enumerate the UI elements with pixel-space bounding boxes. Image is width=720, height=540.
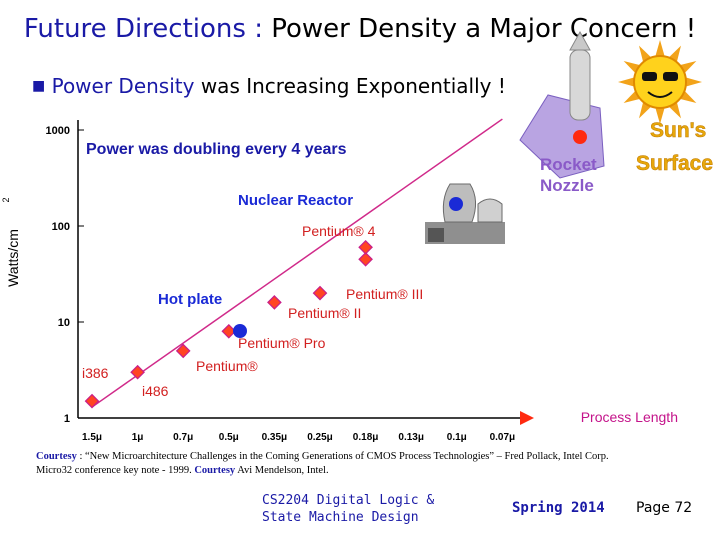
sun-smile-icon xyxy=(647,91,673,98)
x-tick-label: 0.1μ xyxy=(447,432,467,443)
sun-ray-icon xyxy=(685,77,702,87)
bullet-prefix: Power Density xyxy=(51,74,195,98)
x-tick-label: 0.13μ xyxy=(398,432,424,443)
x-tick-label: 0.18μ xyxy=(353,432,379,443)
course-name: CS2204 Digital Logic & State Machine Desi… xyxy=(262,492,434,526)
rocket-icon xyxy=(519,30,605,179)
processor-point xyxy=(312,285,328,301)
course-line-1: CS2204 Digital Logic & xyxy=(262,493,435,508)
x-ticks: 1.5μ 1μ 0.7μ 0.5μ 0.35μ 0.25μ 0.18μ 0.13μ 0.1μ 0.… xyxy=(82,409,678,443)
title-part1: Future Directions xyxy=(23,14,246,44)
sun-ray-icon xyxy=(618,77,635,87)
processor-label: Pentium® 4 xyxy=(302,223,376,239)
processor-point xyxy=(358,251,373,267)
processor-label: Pentium® III xyxy=(346,286,423,302)
processor-label: i486 xyxy=(142,383,169,399)
sunglasses-left-icon xyxy=(642,72,657,81)
sun-ray-icon xyxy=(655,107,665,124)
y-ticks: 1 10 100 1000 Watts/cm 2 xyxy=(1,125,84,425)
processor-point xyxy=(358,239,373,255)
chart-annotation: Power was doubling every 4 years xyxy=(86,141,347,158)
processor-point xyxy=(267,295,282,310)
courtesy-label: Courtesy xyxy=(36,451,77,462)
reactor-base-icon xyxy=(425,222,505,244)
courtesy-text-2: Avi Mendelson, Intel. xyxy=(235,465,329,476)
x-tick-label: 1.5μ xyxy=(82,432,102,443)
processor-label: Pentium® xyxy=(196,358,258,374)
reactor-dome-icon xyxy=(477,198,503,223)
x-axis-label: Process Length xyxy=(581,409,678,425)
sunglasses-right-icon xyxy=(663,72,678,81)
x-axis-arrow-icon xyxy=(520,411,534,425)
processor-point xyxy=(175,343,191,359)
page-number: Page 72 xyxy=(636,500,693,516)
chart-axes xyxy=(77,120,534,425)
bullet-text: was Increasing Exponentially ! xyxy=(194,74,506,98)
reference-point xyxy=(573,130,587,144)
x-tick-label: 0.7μ xyxy=(173,432,193,443)
y-axis-label: Watts/cm xyxy=(5,229,21,287)
processor-point xyxy=(84,393,100,409)
processor-point xyxy=(130,364,145,380)
x-tick-label: 0.35μ xyxy=(262,432,288,443)
x-tick-label: 1μ xyxy=(132,432,144,443)
reference-label: Sun's Surface xyxy=(636,119,713,175)
processor-point xyxy=(221,323,237,339)
y-tick-label: 1 xyxy=(64,413,70,425)
processor-label: Pentium® II xyxy=(288,305,361,321)
courtesy-note: Courtesy : “New Microarchitecture Challe… xyxy=(36,450,616,478)
chart-marks xyxy=(84,118,587,409)
courtesy-text: : “New Microarchitecture Challenges in t… xyxy=(36,451,609,476)
bullet-line: ■ Power Density was Increasing Exponenti… xyxy=(32,74,506,98)
reference-label: Nuclear Reactor xyxy=(238,192,353,209)
chart-labels: Power was doubling every 4 years i386 i486… xyxy=(82,119,713,399)
slide-title: Future Directions : Power Density a Majo… xyxy=(0,14,720,44)
reference-label: Rocket Nozzle xyxy=(540,155,597,195)
processor-label: i386 xyxy=(82,365,109,381)
processor-label: Pentium® Pro xyxy=(238,335,326,351)
term-label: Spring 2014 xyxy=(512,500,605,516)
y-tick-label: 1000 xyxy=(46,125,70,137)
nuclear-reactor-icon xyxy=(425,183,505,244)
x-tick-label: 0.5μ xyxy=(219,432,239,443)
title-separator: : xyxy=(245,14,272,44)
reference-point xyxy=(449,197,463,211)
title-part2: Power Density a Major Concern ! xyxy=(271,14,697,44)
reference-point xyxy=(233,324,247,338)
bullet-square-icon: ■ xyxy=(32,78,46,94)
sun-ray-icon xyxy=(655,40,665,57)
courtesy-label-2: Courtesy xyxy=(194,465,236,476)
rocket-tip-icon xyxy=(569,30,591,51)
rocket-body-icon xyxy=(569,49,591,121)
y-axis-label-superscript: 2 xyxy=(1,197,11,202)
reactor-building-icon xyxy=(428,228,444,242)
sun-icon xyxy=(618,40,702,124)
reference-label: Hot plate xyxy=(158,291,222,308)
x-tick-label: 0.25μ xyxy=(307,432,333,443)
y-tick-label: 100 xyxy=(52,221,70,233)
course-line-2: State Machine Design xyxy=(262,510,419,525)
y-tick-label: 10 xyxy=(58,317,70,329)
power-trend-line xyxy=(91,118,503,408)
x-tick-label: 0.07μ xyxy=(490,432,516,443)
sun-face-icon xyxy=(633,55,687,109)
